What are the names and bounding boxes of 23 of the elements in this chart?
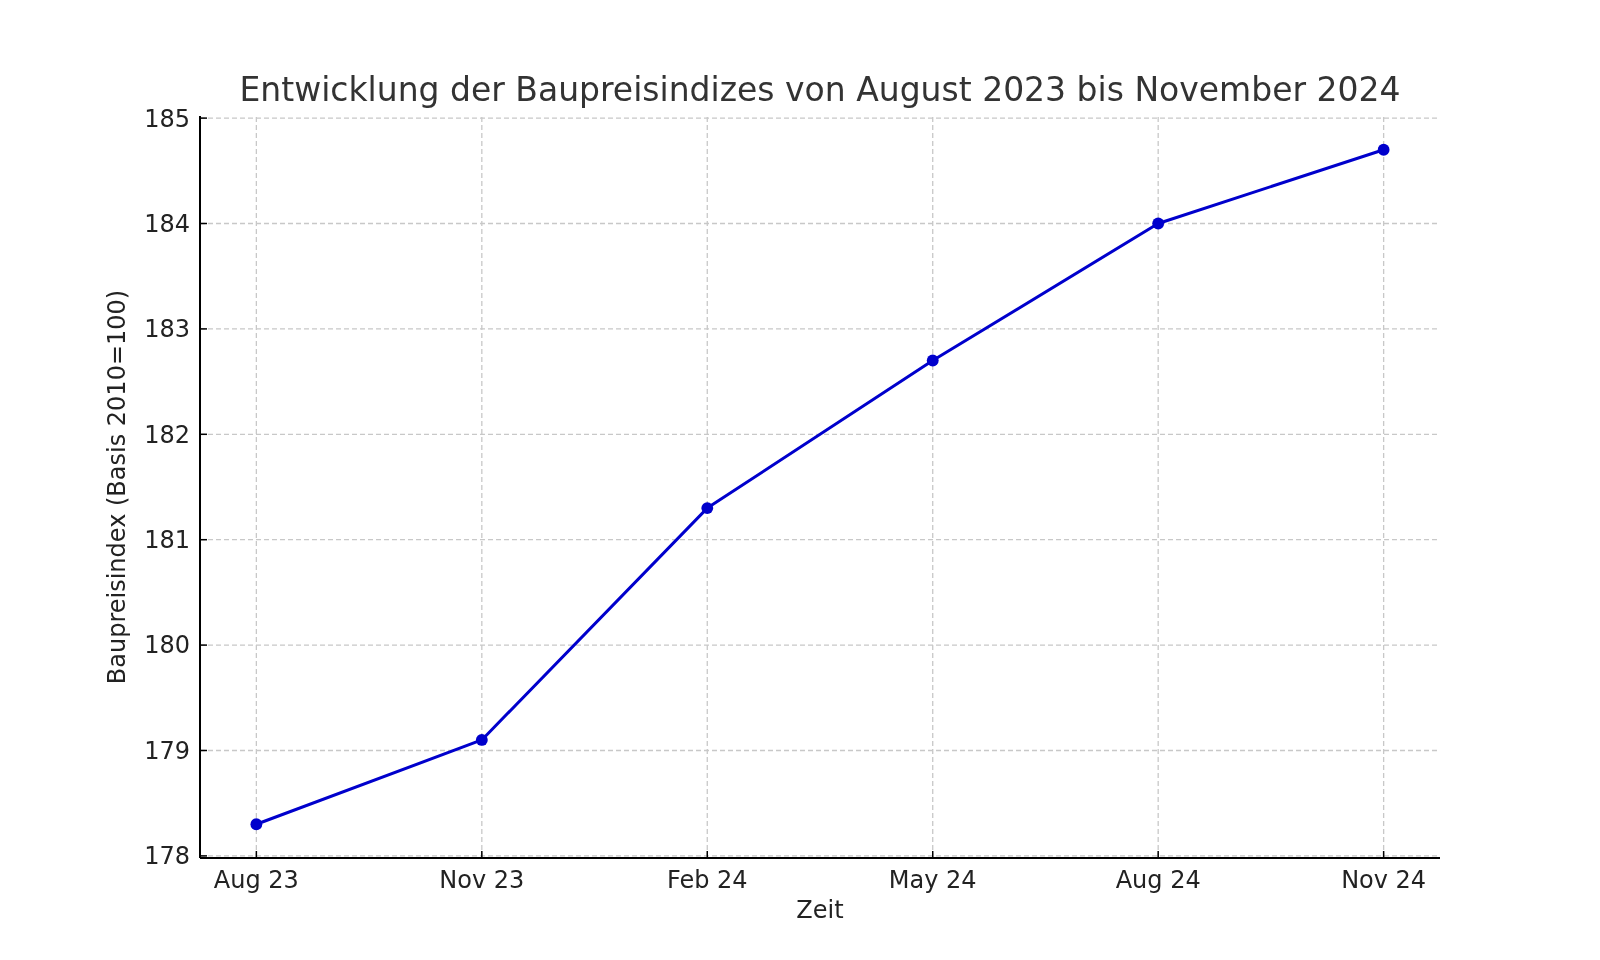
x-tick-label: Feb 24 — [666, 866, 748, 894]
point — [250, 818, 263, 831]
x-tick-label: May 24 — [888, 866, 977, 894]
y-tick-label: 180 — [144, 631, 190, 660]
y-tick-label: 178 — [144, 842, 190, 871]
point — [1152, 217, 1165, 230]
point — [1377, 143, 1390, 156]
x-tick-label: Aug 23 — [213, 866, 299, 894]
point — [926, 354, 939, 367]
chart-title: Entwicklung der Baupreisindizes von August 2023 bis November 2024 — [239, 70, 1401, 109]
y-tick-label: 181 — [144, 526, 190, 555]
x-tick-label: Aug 24 — [1115, 866, 1201, 894]
x-tick-label: Nov 24 — [1341, 866, 1427, 894]
y-tick-label: 183 — [144, 315, 190, 344]
y-axis-title: Baupreisindex (Basis 2010=100) — [103, 289, 131, 685]
y-tick-label: 184 — [144, 209, 190, 238]
point — [475, 734, 488, 746]
x-tick-label: Nov 23 — [439, 866, 525, 894]
y-tick-label: 179 — [144, 736, 190, 765]
point — [701, 502, 714, 514]
x-axis-title: Zeit — [796, 896, 844, 924]
y-tick-label: 182 — [144, 420, 190, 449]
y-tick-label: 185 — [144, 104, 190, 133]
